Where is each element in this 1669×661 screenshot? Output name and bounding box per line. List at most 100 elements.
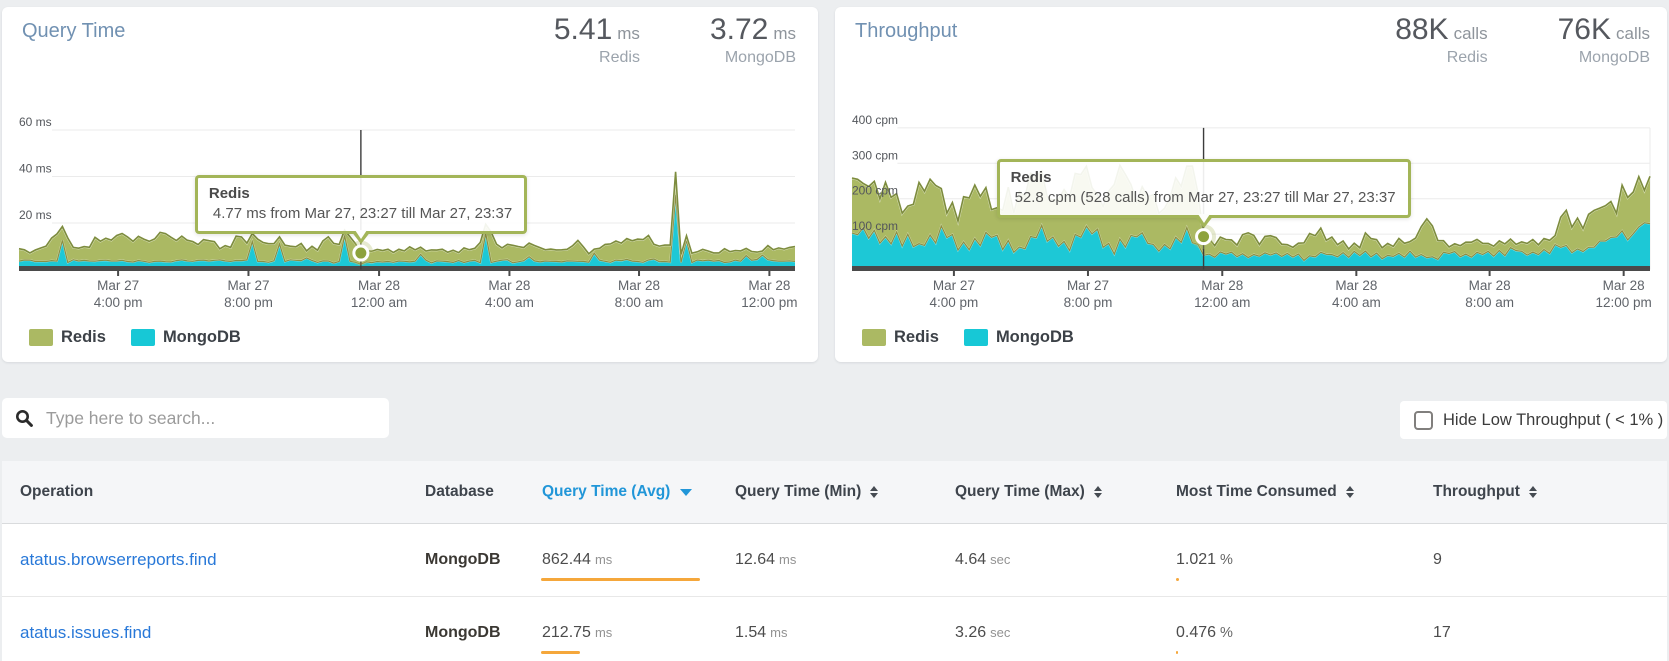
operation-link[interactable]: atatus.issues.find <box>20 623 152 642</box>
query-time-card: Query Time 5.41 ms Redis 3.72 ms MongoDB… <box>2 7 818 362</box>
column-header-query-time-max[interactable]: Query Time (Max) <box>955 483 1085 500</box>
stat-label: Redis <box>1446 49 1488 66</box>
svg-text:Mar 28: Mar 28 <box>1603 278 1645 293</box>
svg-text:Mar 28: Mar 28 <box>1469 278 1511 293</box>
svg-text:8:00 am: 8:00 am <box>615 295 664 310</box>
stat-label: MongoDB <box>1578 49 1650 66</box>
throughput-card: Throughput 88K calls Redis 76K calls Mon… <box>835 7 1667 362</box>
stat-value: 3.72 <box>709 13 769 46</box>
tooltip-notch <box>1193 213 1214 228</box>
stat-mongodb-throughput: 76K calls MongoDB <box>1558 15 1650 67</box>
stat-value-line: 88K calls <box>1395 15 1487 45</box>
cell-operation: atatus.browserreports.find <box>20 524 217 596</box>
svg-text:Mar 27: Mar 27 <box>1067 278 1109 293</box>
header-cell-most-time-consumed: Most Time Consumed <box>1176 461 1354 523</box>
column-header-operation[interactable]: Operation <box>20 483 94 500</box>
search-input[interactable] <box>46 398 381 438</box>
svg-text:Mar 28: Mar 28 <box>748 278 790 293</box>
legend-item-mongodb[interactable]: MongoDB <box>130 328 241 347</box>
sort-icon[interactable] <box>1528 486 1537 498</box>
cell-query-time-min: 12.64 ms <box>735 524 796 596</box>
stat-redis-throughput: 88K calls Redis <box>1395 15 1487 67</box>
redis-swatch-icon <box>862 329 886 346</box>
search-icon <box>16 410 33 427</box>
sort-icon[interactable] <box>870 486 879 498</box>
cell-query-time-max: 4.64 sec <box>955 524 1010 596</box>
svg-text:Mar 28: Mar 28 <box>358 278 400 293</box>
sort-up-arrow-icon <box>1345 486 1354 491</box>
sort-up-arrow-icon <box>870 486 879 491</box>
svg-text:12:00 am: 12:00 am <box>351 295 407 310</box>
query-time-min-value: 12.64 <box>735 551 776 568</box>
svg-text:40 ms: 40 ms <box>19 162 52 176</box>
svg-text:Mar 28: Mar 28 <box>1335 278 1377 293</box>
database-name: MongoDB <box>425 551 501 568</box>
cell-query-time-avg: 212.75 ms <box>541 597 612 661</box>
svg-text:Mar 27: Mar 27 <box>97 278 139 293</box>
legend-label: MongoDB <box>162 328 241 346</box>
stat-unit: calls <box>1453 24 1488 43</box>
value-with-unit: 212.75 ms <box>542 624 612 642</box>
column-header-most-time-consumed[interactable]: Most Time Consumed <box>1176 483 1337 500</box>
column-header-throughput[interactable]: Throughput <box>1433 483 1520 500</box>
cell-operation: atatus.issues.find <box>20 597 151 661</box>
query-time-max-value: 4.64 <box>955 551 987 568</box>
header-cell-query-time-max: Query Time (Max) <box>955 461 1102 523</box>
sort-icon[interactable] <box>1093 486 1102 498</box>
sort-down-arrow-icon <box>1093 493 1102 498</box>
throughput-value: 17 <box>1433 624 1451 641</box>
header-cell-query-time-min: Query Time (Min) <box>735 461 879 523</box>
column-header-query-time-avg[interactable]: Query Time (Avg) <box>542 483 671 500</box>
operations-table: Operation Database Query Time (Avg) Quer… <box>2 461 1667 661</box>
cell-database: MongoDB <box>425 597 501 661</box>
hide-low-throughput-label[interactable]: Hide Low Throughput ( < 1% ) <box>1443 410 1664 429</box>
tooltip-series-name: Redis <box>1010 168 1052 186</box>
svg-text:Mar 27: Mar 27 <box>933 278 975 293</box>
table-header-row: Operation Database Query Time (Avg) Quer… <box>2 461 1667 524</box>
stat-value-line: 76K calls <box>1558 15 1650 45</box>
svg-text:100 cpm: 100 cpm <box>852 219 898 233</box>
svg-text:12:00 pm: 12:00 pm <box>741 295 797 310</box>
cell-most-time-consumed: 1.021% <box>1176 524 1233 596</box>
legend-item-mongodb[interactable]: MongoDB <box>963 328 1074 347</box>
hide-low-throughput-control: Hide Low Throughput ( < 1% ) <box>1400 401 1667 439</box>
query-time-avg-value: 862.44 <box>542 551 591 568</box>
stat-unit: ms <box>617 24 640 43</box>
avg-time-bar <box>541 651 580 654</box>
cell-most-time-consumed: 0.476% <box>1176 597 1233 661</box>
hide-low-throughput-checkbox[interactable] <box>1414 410 1433 430</box>
legend-item-redis[interactable]: Redis <box>862 328 939 347</box>
sort-up-arrow-icon <box>1528 486 1537 491</box>
legend-item-redis[interactable]: Redis <box>29 328 106 347</box>
svg-text:Mar 27: Mar 27 <box>227 278 269 293</box>
query-time-min-value: 1.54 <box>735 624 767 641</box>
sort-desc-icon[interactable] <box>680 488 693 496</box>
column-header-database[interactable]: Database <box>425 483 494 500</box>
throughput-value: 9 <box>1433 551 1442 568</box>
stat-value: 88K <box>1395 13 1449 46</box>
throughput-legend: Redis MongoDB <box>862 328 1099 347</box>
most-time-consumed-value: 0.476 <box>1176 624 1217 641</box>
table-row: atatus.issues.find MongoDB 212.75 ms 1.54… <box>2 597 1667 661</box>
sort-icon[interactable] <box>1345 486 1354 498</box>
query-time-avg-unit: ms <box>594 552 613 567</box>
column-header-query-time-min[interactable]: Query Time (Min) <box>735 483 862 500</box>
stat-unit: calls <box>1615 24 1650 43</box>
most-time-consumed-unit: % <box>1220 552 1233 568</box>
value-with-unit: 4.64 sec <box>955 551 1010 569</box>
table-row: atatus.browserreports.find MongoDB 862.4… <box>2 524 1667 597</box>
throughput-stats: 88K calls Redis 76K calls MongoDB <box>1395 15 1650 67</box>
legend-label: Redis <box>61 328 106 346</box>
query-time-min-unit: ms <box>770 625 788 640</box>
svg-text:60 ms: 60 ms <box>19 115 52 129</box>
tooltip-value-text: 52.8 cpm (528 calls) from Mar 27, 23:27 … <box>1014 188 1396 206</box>
cell-query-time-avg: 862.44 ms <box>541 524 700 596</box>
tooltip-value-text: 4.77 ms from Mar 27, 23:27 till Mar 27, … <box>212 205 513 223</box>
operation-link[interactable]: atatus.browserreports.find <box>20 550 217 569</box>
value-with-unit: 1.54 ms <box>735 624 787 642</box>
stat-redis-query-time: 5.41 ms Redis <box>554 15 640 67</box>
query-time-legend: Redis MongoDB <box>29 328 266 347</box>
svg-text:20 ms: 20 ms <box>19 208 52 222</box>
value-with-unit: 12.64 ms <box>735 551 796 569</box>
